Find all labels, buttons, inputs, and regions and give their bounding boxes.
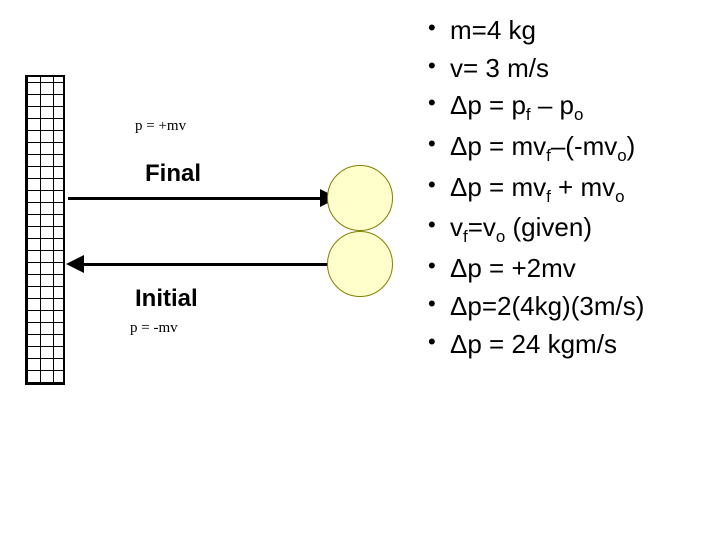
eq-item: Δp = mvf–(-mvo): [420, 128, 720, 169]
arrow-initial-shaft: [82, 263, 332, 266]
label-initial: Initial: [135, 285, 198, 313]
brick-wall: [25, 75, 65, 385]
eq-item: Δp=2(4kg)(3m/s): [420, 288, 720, 326]
equation-bottom: p = -mv: [130, 320, 178, 337]
arrow-final-shaft: [68, 197, 323, 200]
eq-item: vf=vo (given): [420, 209, 720, 250]
eq-item: Δp = mvf + mvo: [420, 169, 720, 210]
eq-item: Δp = 24 kgm/s: [420, 326, 720, 364]
eq-item: Δp = pf – po: [420, 87, 720, 128]
label-final: Final: [145, 160, 201, 188]
eq-item: m=4 kg: [420, 12, 720, 50]
eq-item: v= 3 m/s: [420, 50, 720, 88]
equation-list: m=4 kg v= 3 m/s Δp = pf – po Δp = mvf–(-…: [420, 12, 720, 363]
eq-item: Δp = +2mv: [420, 250, 720, 288]
ball-initial: [327, 231, 393, 297]
diagram-area: p = +mv Final Initial p = -mv: [0, 0, 440, 540]
equation-top: p = +mv: [135, 118, 186, 135]
ball-final: [327, 165, 393, 231]
